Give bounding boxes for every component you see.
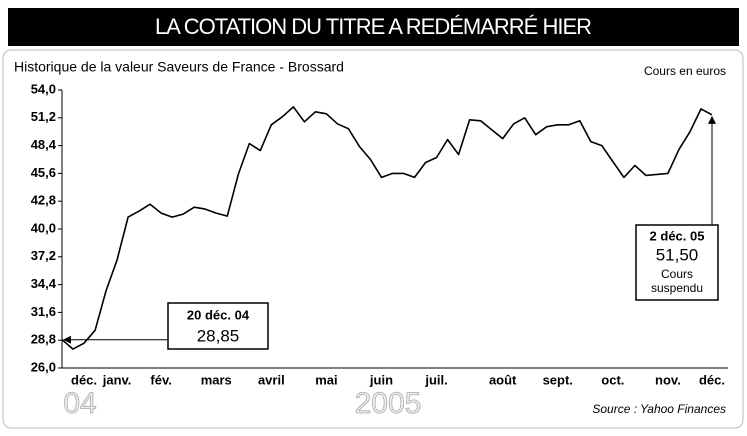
y-tick-label: 48,4 <box>31 137 57 152</box>
x-tick-label: janv. <box>102 372 132 387</box>
annotation-box <box>167 302 269 350</box>
y-tick-label: 42,8 <box>31 193 56 208</box>
y-tick-label: 45,6 <box>31 165 56 180</box>
x-tick-label: mai <box>315 372 337 387</box>
annotation-note: Cours <box>661 267 693 281</box>
y-tick-label: 54,0 <box>31 81 56 96</box>
x-tick-label: oct. <box>601 372 624 387</box>
x-tick-label: sept. <box>543 372 573 387</box>
y-tick-label: 51,2 <box>31 109 56 124</box>
x-tick-label: fév. <box>150 372 171 387</box>
y-tick-label: 37,2 <box>31 248 56 263</box>
source: Source : Yahoo Finances <box>592 402 726 416</box>
annotation-date: 20 déc. 04 <box>187 307 250 322</box>
annotation-date: 2 déc. 05 <box>650 228 705 243</box>
x-tick-label: juin <box>369 372 393 387</box>
x-tick-label: déc. <box>71 372 97 387</box>
y-tick-label: 31,6 <box>31 304 56 319</box>
unit-label: Cours en euros <box>644 64 726 78</box>
y-tick-label: 28,8 <box>31 332 56 347</box>
x-tick-label: août <box>489 372 517 387</box>
x-tick-label: nov. <box>655 372 681 387</box>
x-tick-label: mars <box>201 372 232 387</box>
title-bar <box>8 8 739 46</box>
year-label: 2005 <box>355 387 422 420</box>
y-tick-label: 34,4 <box>31 276 57 291</box>
price-line <box>61 106 713 350</box>
x-tick-label: déc. <box>699 372 725 387</box>
subtitle: Historique de la valeur Saveurs de Franc… <box>14 59 344 75</box>
chart-title: LA COTATION DU TITRE A REDÉMARRÉ HIER <box>155 14 591 39</box>
annotation-box <box>635 224 719 301</box>
annotation-note: suspendu <box>651 281 703 295</box>
y-tick-label: 26,0 <box>31 359 56 374</box>
frame <box>2 49 744 429</box>
x-tick-label: juil. <box>424 372 447 387</box>
year-label: 04 <box>63 387 96 420</box>
annotation-value: 51,50 <box>656 245 699 264</box>
x-tick-label: avril <box>258 372 285 387</box>
annotation-value: 28,85 <box>197 326 240 345</box>
y-tick-label: 40,0 <box>31 220 56 235</box>
